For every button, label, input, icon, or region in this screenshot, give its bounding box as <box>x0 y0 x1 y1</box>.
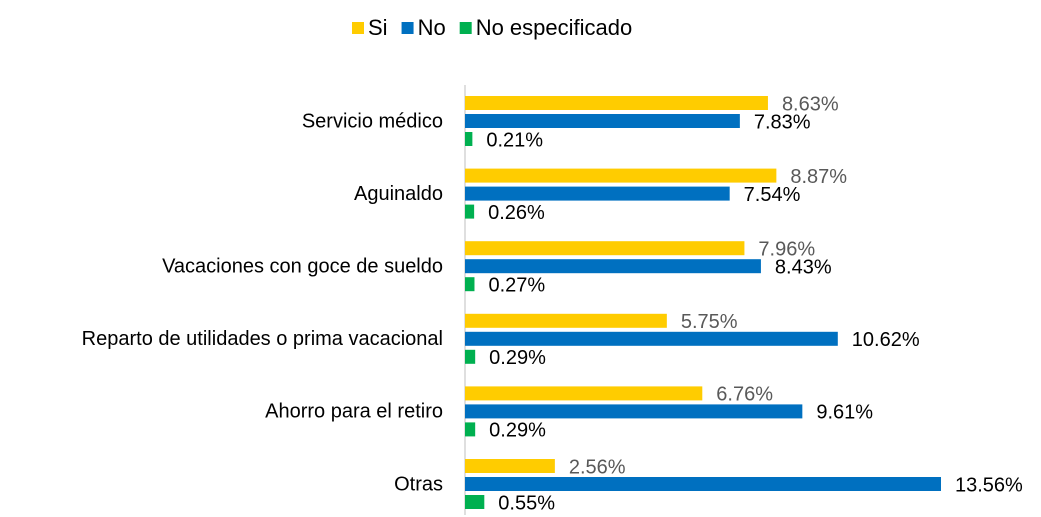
bar <box>465 114 740 128</box>
bar <box>465 241 745 256</box>
bar <box>465 404 803 419</box>
data-label: 0.29% <box>489 420 546 442</box>
data-label: 6.76% <box>716 384 773 406</box>
bar <box>465 386 703 401</box>
y-tick-label: Servicio médico <box>302 110 443 132</box>
data-label: 8.43% <box>775 256 832 278</box>
bar <box>465 495 485 509</box>
bar <box>465 422 476 437</box>
y-tick-label: Vacaciones con goce de sueldo <box>162 255 443 277</box>
data-label: 10.62% <box>852 329 920 351</box>
data-label: 0.26% <box>488 202 545 224</box>
y-tick-label: Reparto de utilidades o prima vacacional <box>82 328 443 350</box>
bar <box>465 459 555 473</box>
legend-label: No especificado <box>476 15 633 40</box>
bar <box>465 477 941 491</box>
data-label: 0.55% <box>498 492 555 514</box>
data-label: 7.96% <box>758 238 815 260</box>
data-label: 0.21% <box>486 129 543 151</box>
bar <box>465 277 475 292</box>
bar <box>465 132 473 146</box>
legend-label: Si <box>368 15 388 40</box>
bar <box>465 96 768 110</box>
bar <box>465 204 475 219</box>
legend-swatch <box>352 22 364 34</box>
bar <box>465 313 667 328</box>
bar <box>465 186 730 201</box>
y-tick-label: Ahorro para el retiro <box>265 401 443 423</box>
bar <box>465 349 476 364</box>
data-label: 9.61% <box>816 402 873 424</box>
y-tick-label: Aguinaldo <box>354 183 443 205</box>
data-label: 5.75% <box>681 311 738 333</box>
legend-label: No <box>418 15 446 40</box>
data-label: 0.27% <box>488 274 545 296</box>
data-label: 2.56% <box>569 456 626 478</box>
data-label: 8.63% <box>782 93 839 115</box>
data-label: 0.29% <box>489 347 546 369</box>
y-tick-label: Otras <box>394 473 443 495</box>
data-label: 7.54% <box>744 184 801 206</box>
data-label: 7.83% <box>754 111 811 133</box>
legend-swatch <box>401 22 414 34</box>
data-label: 8.87% <box>790 166 847 188</box>
bar <box>465 259 761 274</box>
data-label: 13.56% <box>955 474 1023 496</box>
legend-swatch <box>459 22 472 34</box>
bar <box>465 331 838 346</box>
bar <box>465 168 777 183</box>
